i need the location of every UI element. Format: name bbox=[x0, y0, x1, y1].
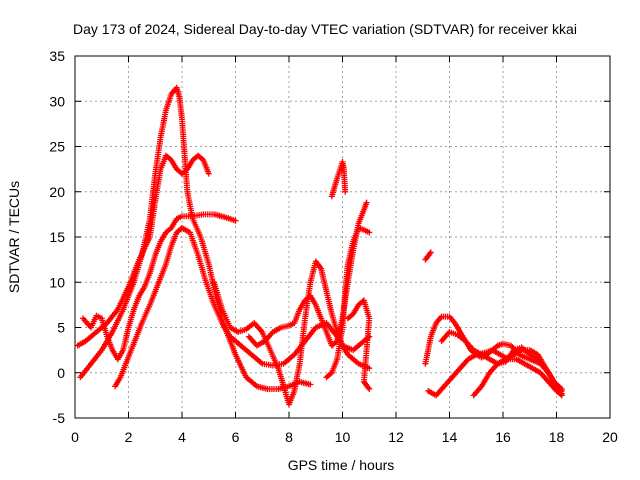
x-tick-label: 20 bbox=[602, 429, 618, 445]
y-tick-label: 10 bbox=[49, 274, 65, 290]
chart-title: Day 173 of 2024, Sidereal Day-to-day VTE… bbox=[73, 21, 577, 37]
y-tick-label: 15 bbox=[49, 229, 65, 245]
x-tick-label: 16 bbox=[495, 429, 511, 445]
x-tick-label: 10 bbox=[335, 429, 351, 445]
x-axis-label: GPS time / hours bbox=[288, 457, 395, 473]
plus-markers bbox=[344, 297, 373, 392]
data-series-arc-7 bbox=[323, 224, 373, 381]
axis-ticks bbox=[74, 55, 611, 419]
y-axis-label: SDTVAR / TECUs bbox=[6, 181, 22, 293]
x-tick-label: 8 bbox=[285, 429, 293, 445]
x-tick-label: 18 bbox=[549, 429, 565, 445]
x-tick-label: 0 bbox=[71, 429, 79, 445]
data-series-arc-4 bbox=[112, 224, 373, 390]
plus-markers bbox=[323, 224, 373, 381]
y-tick-labels: -5 0 5 10 15 20 25 30 35 bbox=[49, 48, 65, 426]
plus-markers bbox=[328, 158, 349, 200]
plus-markers bbox=[112, 224, 373, 390]
data-series-arc-8 bbox=[328, 158, 349, 200]
data-series-arc-9 bbox=[344, 297, 373, 392]
x-tick-label: 12 bbox=[388, 429, 404, 445]
data-markers bbox=[74, 84, 565, 408]
x-tick-label: 2 bbox=[125, 429, 133, 445]
y-tick-label: 25 bbox=[49, 139, 65, 155]
plus-markers bbox=[80, 211, 239, 363]
plus-markers bbox=[74, 152, 212, 349]
data-series-arc-12 bbox=[425, 347, 565, 399]
plus-markers bbox=[425, 347, 565, 399]
y-tick-label: 30 bbox=[49, 93, 65, 109]
y-tick-label: 0 bbox=[57, 365, 65, 381]
x-tick-label: 4 bbox=[178, 429, 186, 445]
plus-markers bbox=[422, 249, 434, 263]
data-series-arc-3 bbox=[80, 211, 239, 363]
plus-markers bbox=[470, 347, 565, 399]
grid bbox=[75, 56, 610, 418]
x-tick-label: 6 bbox=[232, 429, 240, 445]
x-tick-labels: 0 2 4 6 8 10 12 14 16 18 20 bbox=[71, 429, 618, 445]
y-tick-label: 5 bbox=[57, 320, 65, 336]
y-tick-label: 20 bbox=[49, 184, 65, 200]
y-tick-label: 35 bbox=[49, 48, 65, 64]
x-tick-label: 14 bbox=[442, 429, 458, 445]
y-tick-label: -5 bbox=[53, 410, 66, 426]
data-series-arc-2 bbox=[74, 152, 212, 349]
data-series-arc-10 bbox=[422, 249, 434, 263]
data-series-arc-14 bbox=[470, 347, 565, 399]
